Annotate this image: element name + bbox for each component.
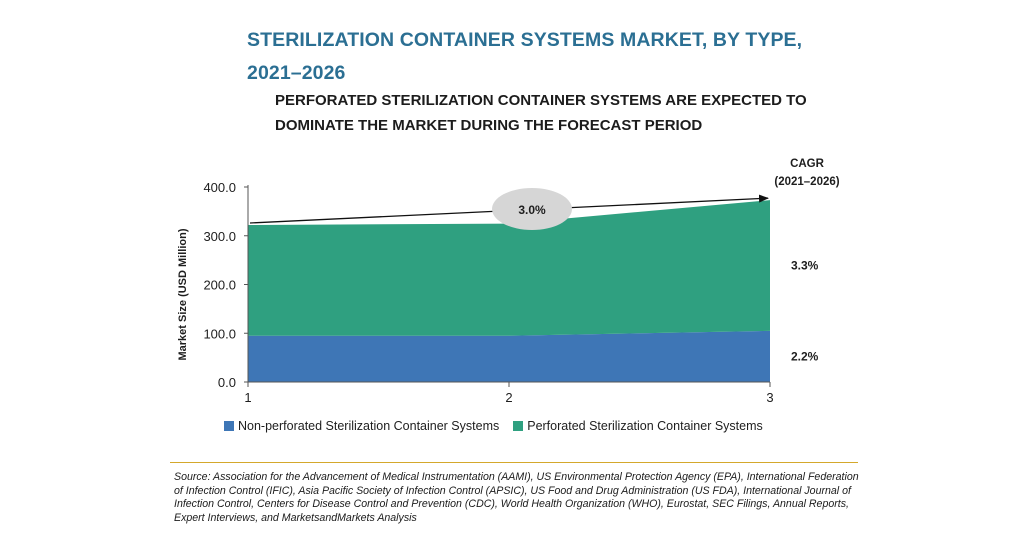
y-tick-label: 100.0 (203, 326, 236, 341)
area-perforated (248, 200, 770, 336)
x-tick-label: 1 (244, 390, 251, 405)
legend-item-non-perforated: Non-perforated Sterilization Container S… (224, 419, 499, 433)
chart-ticks: 0.0 100.0 200.0 300.0 400.0 1 2 3 Market Size (U… (177, 180, 774, 405)
cagr-perforated: 3.3% (791, 258, 819, 272)
chart-areas (248, 200, 770, 382)
legend-label-non-perforated: Non-perforated Sterilization Container S… (238, 419, 500, 433)
legend-swatch-non-perforated (224, 421, 234, 431)
source-divider (170, 462, 858, 463)
y-tick-label: 200.0 (203, 278, 236, 293)
y-tick-label: 400.0 (203, 180, 236, 195)
chart-annotations: 3.0% CAGR (2021–2026) 3.3% 2.2% (249, 158, 840, 363)
legend-swatch-perforated (513, 421, 524, 431)
chart-title: STERILIZATION CONTAINER SYSTEMS MARKET, … (247, 29, 803, 84)
chart-subtitle: PERFORATED STERILIZATION CONTAINER SYSTE… (275, 92, 807, 134)
chart-legend: Non-perforated Sterilization Container S… (224, 419, 777, 433)
total-cagr-label: 3.0% (518, 203, 546, 217)
legend-label-perforated: Perforated Sterilization Container Syste… (527, 419, 763, 433)
x-tick-label: 3 (766, 390, 773, 405)
legend-item-perforated: Perforated Sterilization Container Syste… (513, 419, 763, 433)
cagr-header-period: (2021–2026) (774, 176, 839, 188)
total-cagr-bubble (492, 188, 572, 230)
cagr-header: CAGR (790, 158, 825, 170)
source-note: Source: Association for the Advancement … (174, 471, 859, 524)
y-tick-label: 300.0 (203, 229, 236, 244)
y-tick-label: 0.0 (218, 375, 236, 390)
cagr-non-perforated: 2.2% (791, 349, 819, 363)
y-axis-title: Market Size (USD Million) (177, 228, 189, 360)
x-tick-label: 2 (505, 390, 512, 405)
area-non-perforated (248, 330, 770, 382)
